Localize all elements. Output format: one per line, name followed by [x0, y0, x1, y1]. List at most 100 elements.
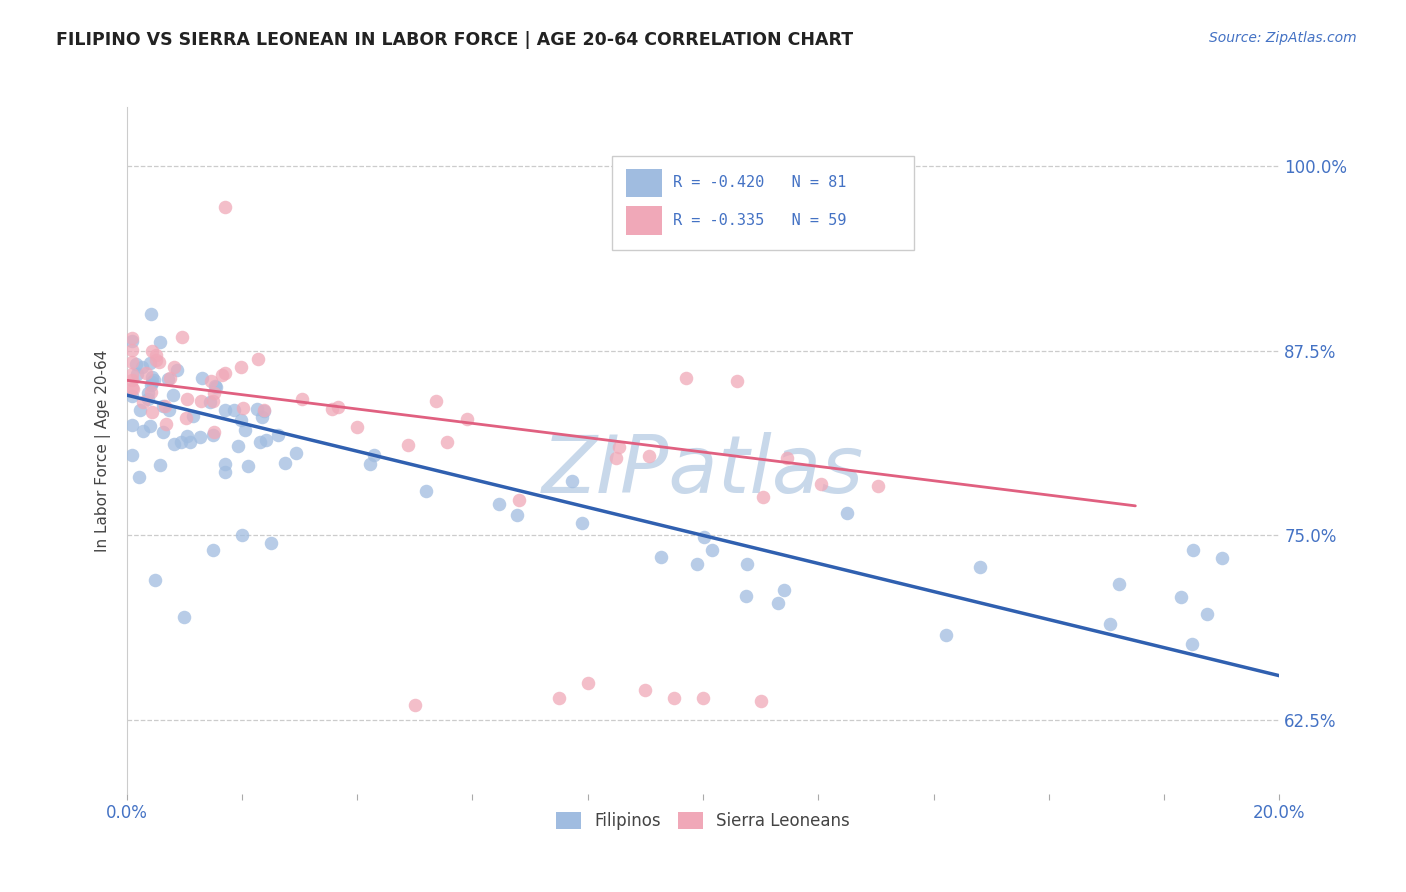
Point — [179, 434, 201, 449]
Point — [776, 450, 799, 465]
Point — [122, 382, 145, 396]
Point — [650, 549, 672, 564]
Point — [202, 386, 225, 401]
Y-axis label: In Labor Force | Age 20-64: In Labor Force | Age 20-64 — [94, 350, 111, 551]
Point — [166, 362, 188, 376]
Point — [214, 367, 236, 381]
Point — [638, 449, 661, 463]
Text: FILIPINO VS SIERRA LEONEAN IN LABOR FORCE | AGE 20-64 CORRELATION CHART: FILIPINO VS SIERRA LEONEAN IN LABOR FORC… — [56, 31, 853, 49]
Point — [121, 388, 143, 402]
Point — [141, 405, 163, 419]
Point — [141, 384, 163, 399]
Point — [259, 535, 281, 549]
Point — [359, 457, 381, 471]
Point — [173, 609, 195, 624]
Point — [121, 355, 143, 369]
Point — [363, 449, 385, 463]
Point — [201, 428, 224, 442]
Point — [121, 367, 143, 381]
Point — [773, 582, 796, 597]
Point — [749, 694, 772, 708]
Point — [1170, 590, 1192, 604]
Point — [561, 474, 583, 488]
Point — [181, 409, 204, 423]
Point — [969, 559, 991, 574]
Point — [571, 516, 593, 530]
Point — [174, 411, 197, 425]
Point — [249, 434, 271, 449]
Point — [131, 360, 153, 375]
Point — [121, 331, 143, 345]
Point — [725, 374, 748, 388]
Point — [321, 402, 343, 417]
Point — [346, 419, 368, 434]
Point — [121, 334, 143, 348]
Point — [121, 343, 143, 358]
Point — [121, 374, 143, 388]
Point — [415, 483, 437, 498]
Point — [157, 402, 180, 417]
Point — [121, 449, 143, 463]
Point — [508, 493, 530, 508]
Point — [125, 368, 148, 382]
Point — [191, 371, 214, 385]
Point — [153, 399, 176, 413]
Point — [129, 402, 152, 417]
Point — [686, 557, 709, 571]
Point — [634, 683, 657, 698]
Point — [233, 423, 256, 437]
Point — [138, 386, 160, 401]
Point — [131, 394, 153, 409]
Point — [693, 530, 716, 544]
Point — [142, 373, 165, 387]
Point — [934, 628, 956, 642]
Point — [162, 388, 184, 402]
Point — [139, 419, 162, 434]
Point — [135, 366, 157, 380]
Point — [576, 676, 599, 690]
Point — [231, 412, 253, 426]
Point — [605, 451, 627, 466]
Point — [155, 417, 177, 431]
Point — [202, 543, 225, 558]
Point — [214, 457, 236, 471]
Point — [139, 307, 162, 321]
Point — [149, 335, 172, 350]
Point — [835, 506, 858, 520]
Point — [214, 201, 236, 215]
Point — [231, 528, 253, 542]
Point — [170, 434, 193, 449]
Point — [152, 399, 174, 413]
Point — [145, 347, 167, 361]
Point — [229, 360, 252, 375]
Point — [1197, 607, 1219, 621]
Text: ZIPatlas: ZIPatlas — [541, 432, 865, 510]
Point — [121, 418, 143, 433]
Point — [254, 433, 277, 447]
Point — [436, 435, 458, 450]
Point — [866, 479, 889, 493]
Point — [204, 379, 226, 393]
Point — [735, 589, 758, 603]
Point — [250, 410, 273, 425]
Point — [456, 412, 478, 426]
Point — [149, 458, 172, 473]
Point — [267, 427, 290, 442]
Point — [253, 403, 276, 417]
Point — [141, 378, 163, 392]
Point — [664, 690, 686, 705]
Point — [132, 424, 155, 438]
Point — [1211, 550, 1233, 565]
Point — [141, 369, 163, 384]
Point — [125, 357, 148, 371]
Point — [766, 596, 789, 610]
Point — [163, 437, 186, 451]
Point — [752, 490, 775, 504]
Point — [214, 465, 236, 479]
Point — [170, 330, 193, 344]
Point — [188, 430, 211, 444]
Point — [506, 508, 529, 522]
Point — [284, 446, 307, 460]
Point — [246, 402, 269, 417]
Point — [247, 351, 270, 366]
